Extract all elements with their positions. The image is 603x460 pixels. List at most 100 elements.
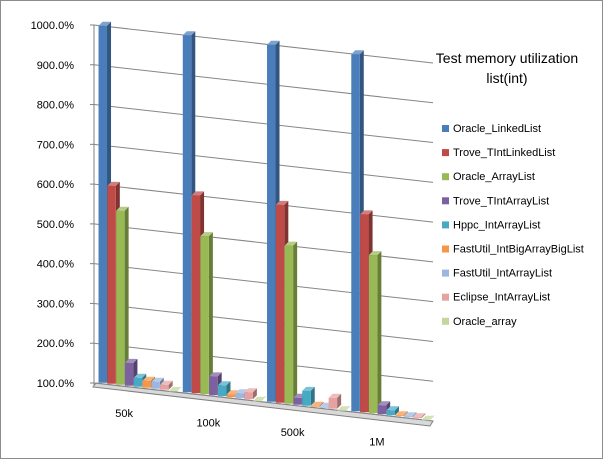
- bar-Oracle_ArrayList-100k: [200, 232, 213, 395]
- legend-label: Oracle_LinkedList: [453, 123, 541, 135]
- bar-side: [252, 388, 257, 400]
- bar-side: [412, 412, 417, 418]
- bar-top: [302, 386, 315, 391]
- bar-top: [377, 401, 391, 406]
- bar-side: [403, 411, 408, 417]
- bar-front: [337, 410, 346, 411]
- bar-top: [151, 377, 164, 382]
- legend-item: Oracle_array: [442, 316, 517, 328]
- bar-front: [151, 381, 160, 389]
- bar-front: [98, 25, 108, 383]
- bar-Eclipse_IntArrayList-500k: [328, 393, 342, 409]
- bar-top: [386, 406, 399, 411]
- bar-front: [235, 393, 245, 399]
- y-tick-label: 400.0%: [37, 259, 75, 271]
- bar-top: [209, 372, 222, 377]
- bar-Oracle_ArrayList-500k: [284, 241, 298, 404]
- bar-side: [310, 386, 315, 406]
- bar-front: [133, 377, 143, 387]
- bar-FastUtil_IntBigArrayBigList-1M: [395, 411, 408, 417]
- bar-top: [124, 358, 138, 363]
- legend-item: Trove_TIntArrayList: [442, 195, 549, 207]
- bar-front: [302, 390, 311, 406]
- bar-top: [107, 181, 120, 186]
- legend-label: Eclipse_IntArrayList: [453, 292, 550, 304]
- legend-swatch: [442, 149, 449, 157]
- bar-front: [328, 397, 338, 409]
- bar-front: [284, 245, 294, 404]
- bar-front: [217, 385, 227, 397]
- bar-Oracle_array-1M: [421, 415, 435, 421]
- legend-swatch: [442, 245, 449, 253]
- gridlines: [93, 24, 434, 422]
- bar-Oracle_array-500k: [337, 405, 350, 411]
- bar-Eclipse_IntArrayList-50k: [160, 380, 173, 390]
- bar-front: [253, 400, 262, 402]
- bar-Hppc_IntArrayList-1M: [386, 406, 399, 416]
- bar-front: [386, 410, 395, 416]
- back-wall: [94, 25, 433, 421]
- bar-top: [337, 406, 350, 411]
- bar-side: [293, 241, 298, 404]
- bar-Oracle_ArrayList-1M: [368, 251, 382, 414]
- gridline: [93, 24, 434, 64]
- legend-item: Oracle_LinkedList: [442, 123, 541, 135]
- gridline: [93, 104, 434, 144]
- legend-item: Hppc_IntArrayList: [442, 219, 540, 231]
- legend-swatch: [442, 293, 449, 301]
- bar-FastUtil_IntBigArrayBigList-500k: [311, 401, 324, 407]
- bar-side: [319, 401, 324, 407]
- bar-front: [209, 376, 218, 396]
- legend-item: Oracle_ArrayList: [442, 171, 535, 183]
- bar-front: [421, 419, 431, 421]
- legend-swatch: [442, 197, 449, 205]
- bar-top: [404, 412, 417, 417]
- legend-swatch: [442, 317, 449, 325]
- bar-side: [168, 380, 173, 390]
- bar-top: [116, 206, 129, 211]
- bar-front: [404, 416, 413, 418]
- legend-swatch: [442, 125, 449, 132]
- bar-front: [107, 185, 116, 384]
- bar-top: [275, 200, 289, 205]
- bar-front: [293, 397, 302, 405]
- bar-top: [217, 381, 231, 386]
- bar-side: [337, 393, 342, 409]
- bar-top: [191, 191, 205, 196]
- bar-front: [142, 380, 152, 388]
- bar-front: [124, 362, 134, 386]
- bar-top: [395, 411, 408, 416]
- bar-front: [200, 236, 209, 395]
- legend-swatch: [442, 269, 449, 277]
- legend-label: Oracle_array: [453, 316, 517, 328]
- legend-label: Trove_TIntArrayList: [453, 195, 549, 207]
- bar-top: [284, 241, 298, 246]
- bar-FastUtil_IntArrayList-1M: [404, 412, 417, 418]
- bar-top: [412, 413, 426, 418]
- bar-Oracle_array-50k: [168, 386, 182, 392]
- legend-label: FastUtil_IntBigArrayBigList: [453, 244, 584, 256]
- y-tick-label: 200.0%: [37, 338, 75, 350]
- legend-item: Trove_TIntLinkedList: [442, 147, 555, 159]
- bar-side: [421, 413, 426, 419]
- chart-walls: [92, 25, 434, 427]
- legend-label: FastUtil_IntArrayList: [453, 268, 552, 280]
- bar-top: [421, 415, 435, 420]
- legend-label: Oracle_ArrayList: [453, 171, 535, 183]
- bar-front: [275, 204, 285, 403]
- y-tick-label: 800.0%: [37, 100, 75, 112]
- y-tick-label: 300.0%: [37, 298, 75, 310]
- x-tick-label: 1M: [369, 436, 384, 448]
- bar-front: [168, 390, 178, 392]
- y-tick-label: 900.0%: [37, 60, 75, 72]
- bar-top: [368, 251, 382, 256]
- legend-label: Trove_TIntLinkedList: [453, 147, 555, 159]
- y-tick-label: 1000.0%: [31, 20, 75, 32]
- gridline: [93, 382, 434, 422]
- bar-Hppc_IntArrayList-500k: [302, 386, 315, 406]
- bar-front: [360, 214, 369, 413]
- bar-front: [191, 195, 201, 394]
- bars: [98, 21, 435, 421]
- legend-item: FastUtil_IntArrayList: [442, 268, 552, 280]
- bar-top: [98, 21, 112, 26]
